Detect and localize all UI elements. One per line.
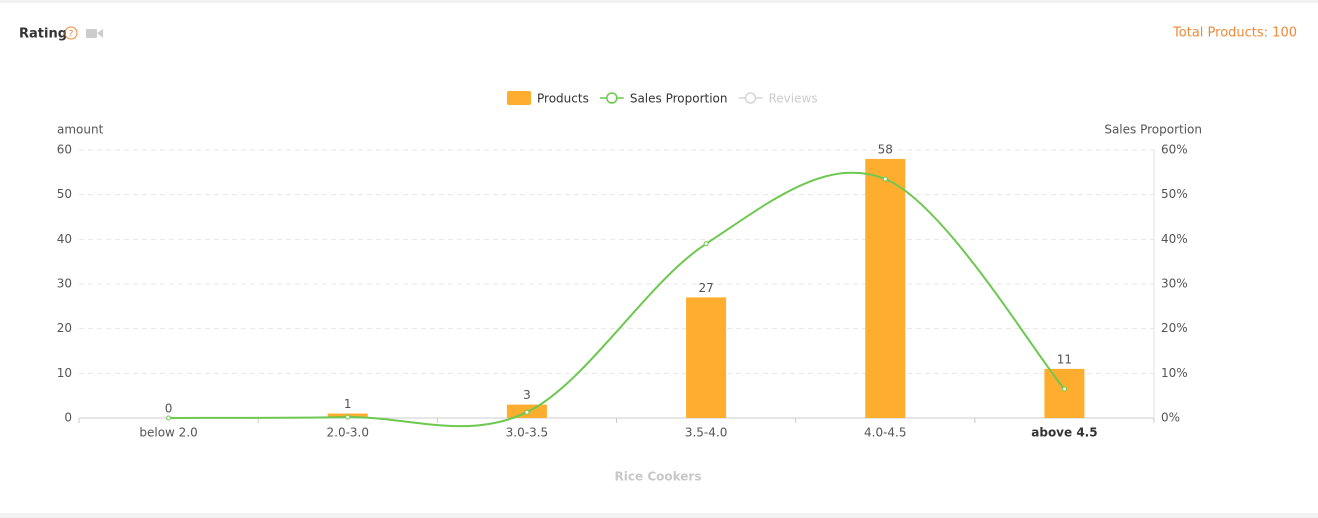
total-products: Total Products: 100 [1172,26,1297,41]
y2-tick-label: 40% [1161,232,1188,246]
x-axis-label: Rice Cookers [615,470,702,484]
legend-swatch[interactable] [507,91,531,105]
bottom-border [0,513,1318,518]
bar [686,297,727,418]
video-icon-lens [97,29,103,38]
y2-tick-label: 10% [1161,366,1188,380]
data-label: 27 [698,281,713,295]
y-tick-label: 30 [57,277,72,291]
y-tick-label: 50 [57,187,72,201]
line-point [1061,386,1067,392]
x-tick-label: 4.0-4.5 [864,426,907,440]
data-label: 1 [344,397,352,411]
legend-swatch-dot [606,92,618,104]
line-point [703,241,709,247]
y2-tick-label: 50% [1161,187,1188,201]
help-icon[interactable] [64,26,78,40]
y2-tick-label: 0% [1161,411,1180,425]
data-label: 58 [878,142,893,156]
video-icon[interactable] [86,29,97,38]
y-axis-label: amount [57,123,104,137]
y-tick-label: 60 [57,143,72,157]
line-point [882,176,888,182]
line-point [345,414,351,420]
y2-tick-label: 30% [1161,277,1188,291]
data-label: 0 [165,402,173,416]
bar [865,158,906,418]
y-tick-label: 10 [57,366,72,380]
legend-label[interactable]: Reviews [769,92,818,106]
y-tick-label: 40 [57,232,72,246]
top-border [0,0,1318,3]
legend-label[interactable]: Products [537,92,589,106]
x-tick-label: above 4.5 [1031,426,1097,440]
bar [1044,368,1085,418]
help-icon-mark: ? [69,30,74,40]
line [168,171,1066,428]
data-label: 11 [1057,352,1072,366]
line-point [524,409,530,415]
y2-axis-label: Sales Proportion [1104,123,1202,137]
data-label: 3 [523,388,531,402]
title: Rating [19,27,67,42]
y2-tick-label: 60% [1161,143,1188,157]
x-tick-label: 2.0-3.0 [327,426,370,440]
y2-tick-label: 20% [1161,321,1188,335]
x-tick-label: below 2.0 [139,426,197,440]
x-tick-label: 3.5-4.0 [685,426,728,440]
legend-label[interactable]: Sales Proportion [630,92,728,106]
legend-swatch-dot [744,92,757,104]
y-tick-label: 0 [64,411,72,425]
line-point [166,415,172,421]
x-tick-label: 3.0-3.5 [506,426,549,440]
y-tick-label: 20 [57,321,72,335]
